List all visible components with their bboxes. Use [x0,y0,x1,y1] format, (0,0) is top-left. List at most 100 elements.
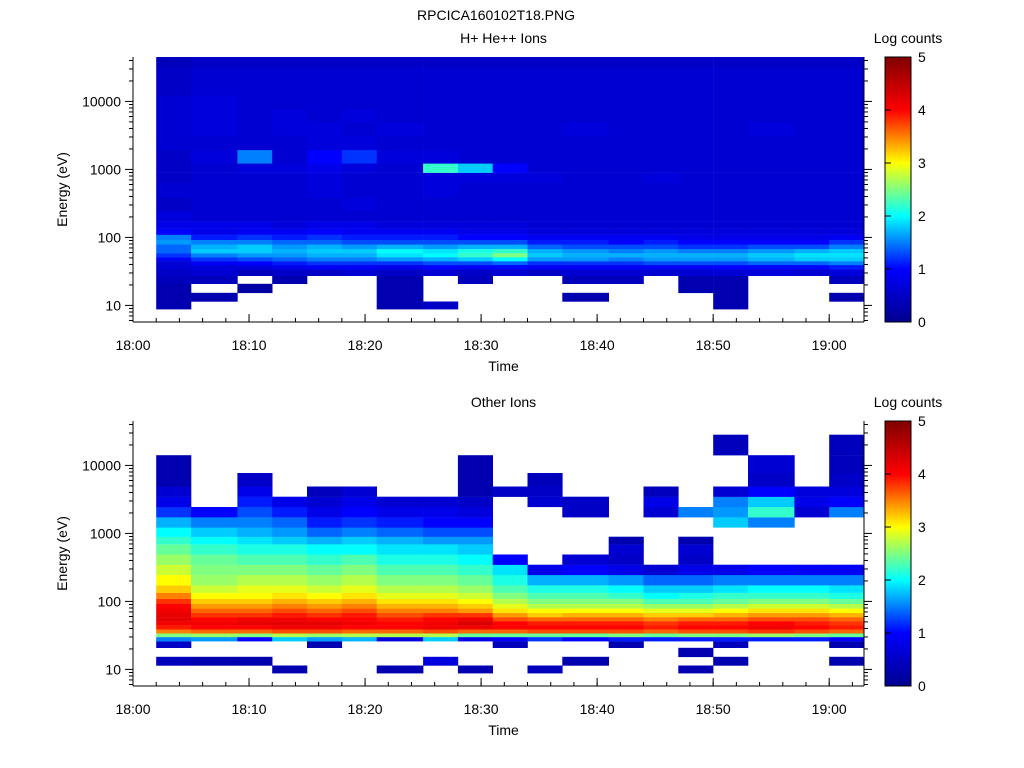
heatmap-cell [527,149,563,164]
heatmap-cell [423,575,459,586]
heatmap-cell [376,163,424,173]
heatmap-cell [237,625,273,630]
heatmap-cell [748,228,795,235]
heatmap-cell [713,135,749,151]
heatmap-cell [376,122,424,136]
heatmap-cell [457,612,493,618]
heatmap-cell [457,228,493,235]
heatmap-cell [608,248,644,254]
heatmap-cell [643,585,679,593]
heatmap-cell [794,507,830,518]
heatmap-cell [457,234,493,240]
heatmap-cell [191,608,238,614]
heatmap-cell [156,244,192,250]
heatmap-cell [237,253,273,258]
heatmap-cell [794,257,830,262]
heatmap-cell [457,598,493,604]
heatmap-cell [492,57,528,68]
heatmap-cell [713,598,749,604]
heatmap-cell [713,248,749,254]
heatmap-cell [748,67,795,83]
colorbar-label: Log counts [874,394,943,410]
heatmap-cell [457,95,493,110]
colorbar-label: Log counts [874,30,943,46]
heatmap-cell [307,527,343,537]
heatmap-cell [156,641,192,648]
heatmap-cell [457,122,493,136]
heatmap-cell [307,197,343,212]
heatmap-cell [492,633,528,638]
heatmap-cell [562,625,609,630]
heatmap-cell [748,135,795,151]
heatmap-cell [156,536,192,545]
heatmap-cell [748,603,795,609]
heatmap-cell [156,608,192,614]
heatmap-cell [457,109,493,123]
heatmap-cell [237,564,273,576]
heatmap-cell [237,527,273,537]
heatmap-cell [829,633,865,638]
heatmap-cell [829,603,865,609]
heatmap-cell [376,253,424,258]
heatmap-cell [748,172,795,184]
heatmap-cell [492,269,528,276]
heatmap-cell [643,507,679,518]
heatmap-cell [643,612,679,618]
heatmap-cell [527,95,563,110]
heatmap-cell [272,612,308,618]
heatmap-cell [527,257,563,262]
heatmap-cell [156,301,192,310]
heatmap-cell [156,292,192,302]
heatmap-cell [376,554,424,565]
heatmap-cell [423,221,459,229]
heatmap-cell [457,621,493,626]
heatmap-cell [492,228,528,235]
heatmap-cell [307,248,343,254]
colorbar-tick-label: 5 [918,49,926,65]
heatmap-cell [748,507,795,518]
heatmap-cell [272,257,308,262]
heatmap-cell [748,486,795,497]
heatmap-cell [562,95,609,110]
heatmap-cell [643,122,679,136]
heatmap-cell [527,625,563,630]
heatmap-cell [678,228,714,235]
heatmap-cell [307,536,343,545]
colorbar-tick-label: 2 [918,572,926,588]
heatmap-cell [562,629,609,634]
heatmap-cell [457,197,493,212]
heatmap-cell [608,603,644,609]
heatmap-cell [829,109,865,123]
heatmap-cell [341,109,377,123]
heatmap-cell [423,269,459,276]
heatmap-cell [829,239,865,245]
heatmap-cell [829,172,865,184]
heatmap-cell [794,612,830,618]
heatmap-cell [794,261,830,266]
heatmap-cell [562,239,609,245]
heatmap-cell [643,257,679,262]
heatmap-cell [713,264,749,270]
heatmap-cell [562,57,609,68]
heatmap-cell [341,257,377,262]
heatmap-cell [191,621,238,626]
heatmap-cell [237,163,273,173]
heatmap-cell [191,617,238,622]
heatmap-cell [307,228,343,235]
heatmap-cell [341,536,377,545]
heatmap-cell [457,182,493,198]
heatmap-cell [713,585,749,593]
heatmap-cell [562,135,609,151]
heatmap-cell [794,617,830,622]
heatmap-cell [713,633,749,638]
heatmap-cell [643,234,679,240]
heatmap-cell [678,253,714,258]
heatmap-cell [713,434,749,456]
heatmap-cell [748,109,795,123]
heatmap-cell [678,182,714,198]
heatmap-cell [376,575,424,586]
heatmap-cell [272,57,308,68]
heatmap-cell [643,592,679,599]
heatmap-cell [376,617,424,622]
